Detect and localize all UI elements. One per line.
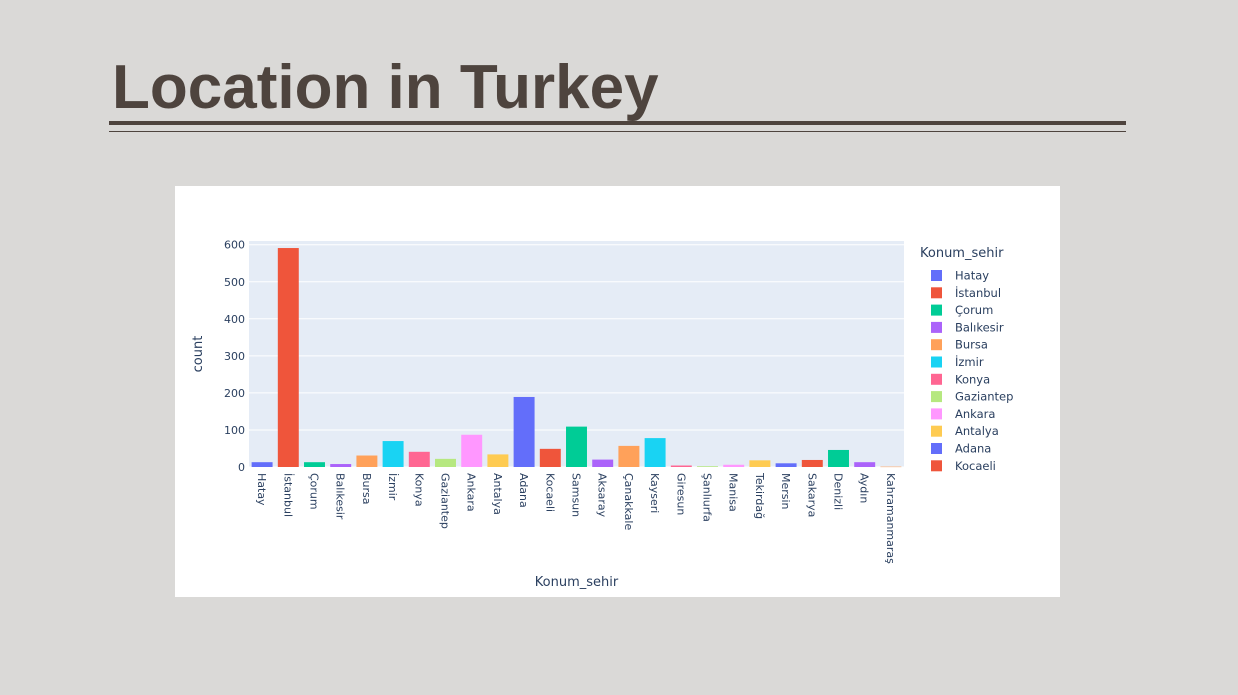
x-tick-label: Mersin (779, 473, 792, 510)
legend-item-label[interactable]: Adana (955, 442, 991, 456)
legend-swatch-1[interactable] (931, 287, 942, 299)
x-tick-label: Gaziantep (439, 473, 452, 529)
y-tick-label: 400 (224, 313, 245, 326)
x-tick-label: İstanbul (281, 473, 294, 517)
bar-20[interactable] (775, 463, 797, 467)
bar-18[interactable] (723, 464, 745, 467)
bar-14[interactable] (618, 445, 640, 467)
legend-swatch-0[interactable] (931, 270, 942, 281)
title-underline-thin (109, 131, 1126, 132)
y-tick-label: 200 (224, 387, 245, 400)
bar-13[interactable] (592, 459, 614, 467)
x-tick-label: Tekirdağ (753, 472, 766, 519)
bar-12[interactable] (566, 426, 587, 467)
legend-item-label[interactable]: Antalya (955, 424, 999, 438)
bar-24[interactable] (880, 466, 902, 468)
title-underline-thick (109, 121, 1126, 125)
bar-16[interactable] (670, 465, 692, 467)
legend-item-label[interactable]: Ankara (955, 407, 995, 421)
x-tick-label: Çorum (308, 473, 321, 510)
x-tick-label: Aksaray (596, 473, 609, 518)
legend-swatch-11[interactable] (931, 460, 942, 472)
legend-item-label[interactable]: Gaziantep (955, 390, 1013, 404)
x-tick-label: Balıkesir (334, 473, 347, 520)
y-tick-label: 500 (224, 276, 245, 289)
x-tick-label: Aydın (858, 473, 871, 503)
x-tick-label: Çanakkale (622, 473, 635, 530)
x-tick-label: Samsun (570, 473, 583, 517)
x-tick-label: Bursa (360, 473, 373, 505)
x-tick-label: Ankara (465, 473, 478, 512)
bar-19[interactable] (749, 460, 771, 467)
x-tick-label: Giresun (674, 473, 687, 515)
legend-swatch-9[interactable] (931, 425, 942, 437)
bar-0[interactable] (251, 462, 273, 467)
bar-17[interactable] (697, 466, 718, 467)
legend-swatch-5[interactable] (931, 356, 942, 368)
y-tick-label: 100 (224, 424, 245, 437)
slide-title: Location in Turkey (112, 53, 659, 122)
legend-swatch-7[interactable] (931, 391, 942, 403)
legend-item-label[interactable]: İzmir (955, 354, 984, 369)
legend-swatch-3[interactable] (931, 321, 942, 333)
x-tick-label: Şanlıurfa (701, 473, 714, 522)
legend-item-label[interactable]: Bursa (955, 338, 988, 352)
bar-7[interactable] (435, 458, 456, 467)
bar-22[interactable] (828, 449, 849, 467)
legend-item-label[interactable]: Çorum (955, 303, 993, 317)
legend-swatch-8[interactable] (931, 408, 942, 420)
bar-5[interactable] (382, 441, 404, 467)
y-tick-label: 0 (238, 461, 245, 474)
legend-swatch-2[interactable] (931, 304, 942, 316)
legend-swatch-4[interactable] (931, 339, 942, 351)
legend-item-label[interactable]: Balıkesir (955, 320, 1004, 334)
x-tick-label: Kayseri (648, 473, 661, 513)
bar-21[interactable] (801, 459, 823, 467)
legend-item-label[interactable]: Kocaeli (955, 459, 996, 473)
x-tick-label: Kahramanmaraş (884, 473, 897, 564)
x-tick-label: Manisa (727, 473, 740, 512)
x-tick-label: Antalya (491, 473, 504, 515)
y-tick-label: 300 (224, 350, 245, 363)
x-tick-label: Konya (412, 473, 425, 507)
bar-9[interactable] (487, 454, 509, 467)
x-tick-label: Kocaeli (543, 473, 556, 512)
bar-8[interactable] (461, 434, 483, 467)
legend-item-label[interactable]: Hatay (955, 269, 989, 283)
y-tick-label: 600 (224, 239, 245, 252)
chart-panel: 0 100 200 300 400 500 600 Hatay İstanbul Çorum Bal… (175, 186, 1060, 597)
x-tick-label: Hatay (255, 473, 268, 506)
x-tick-label: İzmir (386, 473, 399, 501)
legend-title: Konum_sehir (920, 246, 1004, 261)
bar-10[interactable] (513, 396, 535, 467)
bar-1[interactable] (277, 248, 299, 467)
legend-item-label[interactable]: Konya (955, 372, 990, 386)
bar-chart: 0 100 200 300 400 500 600 Hatay İstanbul Çorum Bal… (191, 239, 1013, 590)
bar-2[interactable] (304, 462, 325, 467)
y-axis-title: count (191, 336, 206, 373)
legend-item-label[interactable]: İstanbul (955, 285, 1001, 300)
bar-6[interactable] (408, 451, 430, 467)
x-tick-label: Adana (517, 473, 530, 508)
legend-swatch-10[interactable] (931, 443, 942, 454)
x-tick-label: Denizli (832, 473, 845, 510)
bar-23[interactable] (854, 462, 876, 467)
x-axis-title: Konum_sehir (535, 575, 619, 590)
bar-3[interactable] (330, 464, 352, 467)
x-tick-label: Sakarya (805, 473, 818, 517)
bar-4[interactable] (356, 455, 378, 467)
bar-11[interactable] (539, 448, 561, 467)
legend-swatch-6[interactable] (931, 373, 942, 385)
bar-15[interactable] (644, 438, 666, 467)
